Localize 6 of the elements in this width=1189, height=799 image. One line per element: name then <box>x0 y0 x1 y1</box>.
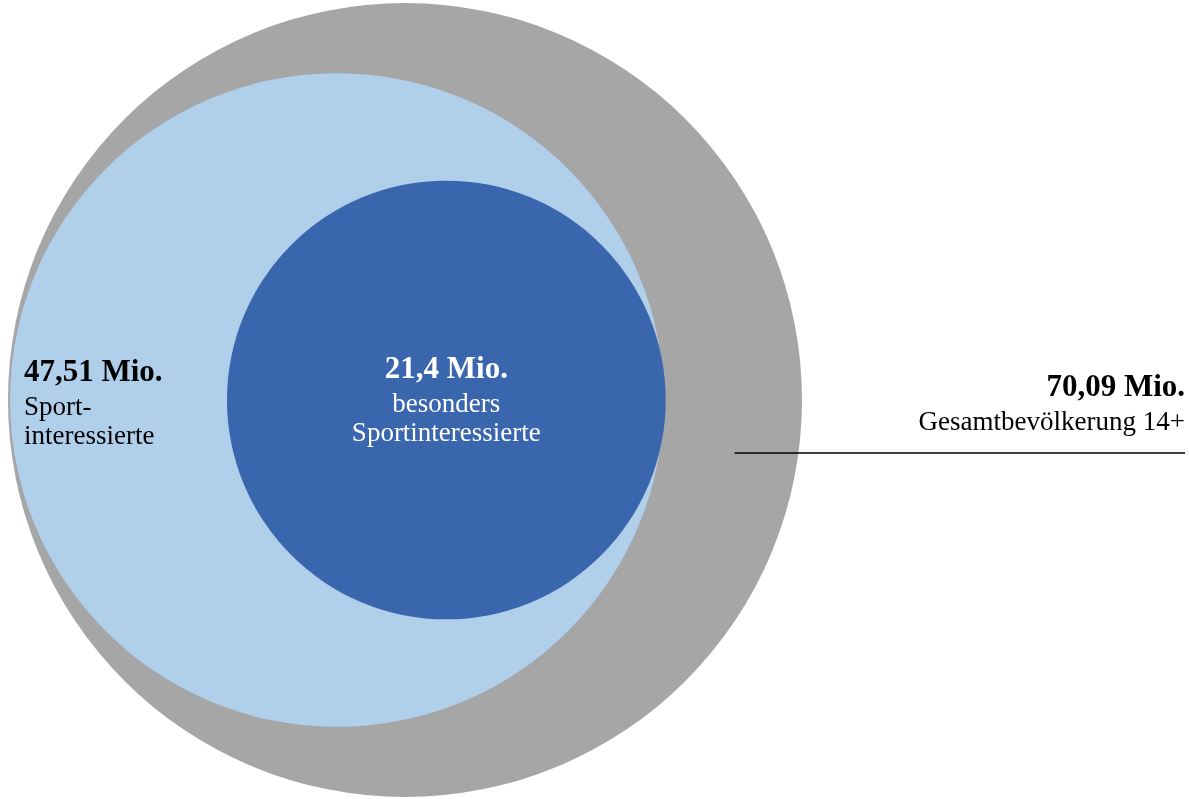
category-label: Gesamtbevölkerung 14+ <box>918 406 1185 436</box>
category-label: Sport-interessierte <box>24 391 155 450</box>
category-label: besonders Sportinteressierte <box>351 388 541 447</box>
data-label: 21,4 Mio. <box>384 350 508 385</box>
data-label: 70,09 Mio. <box>1046 368 1185 403</box>
data-label: 47,51 Mio. <box>24 353 163 388</box>
